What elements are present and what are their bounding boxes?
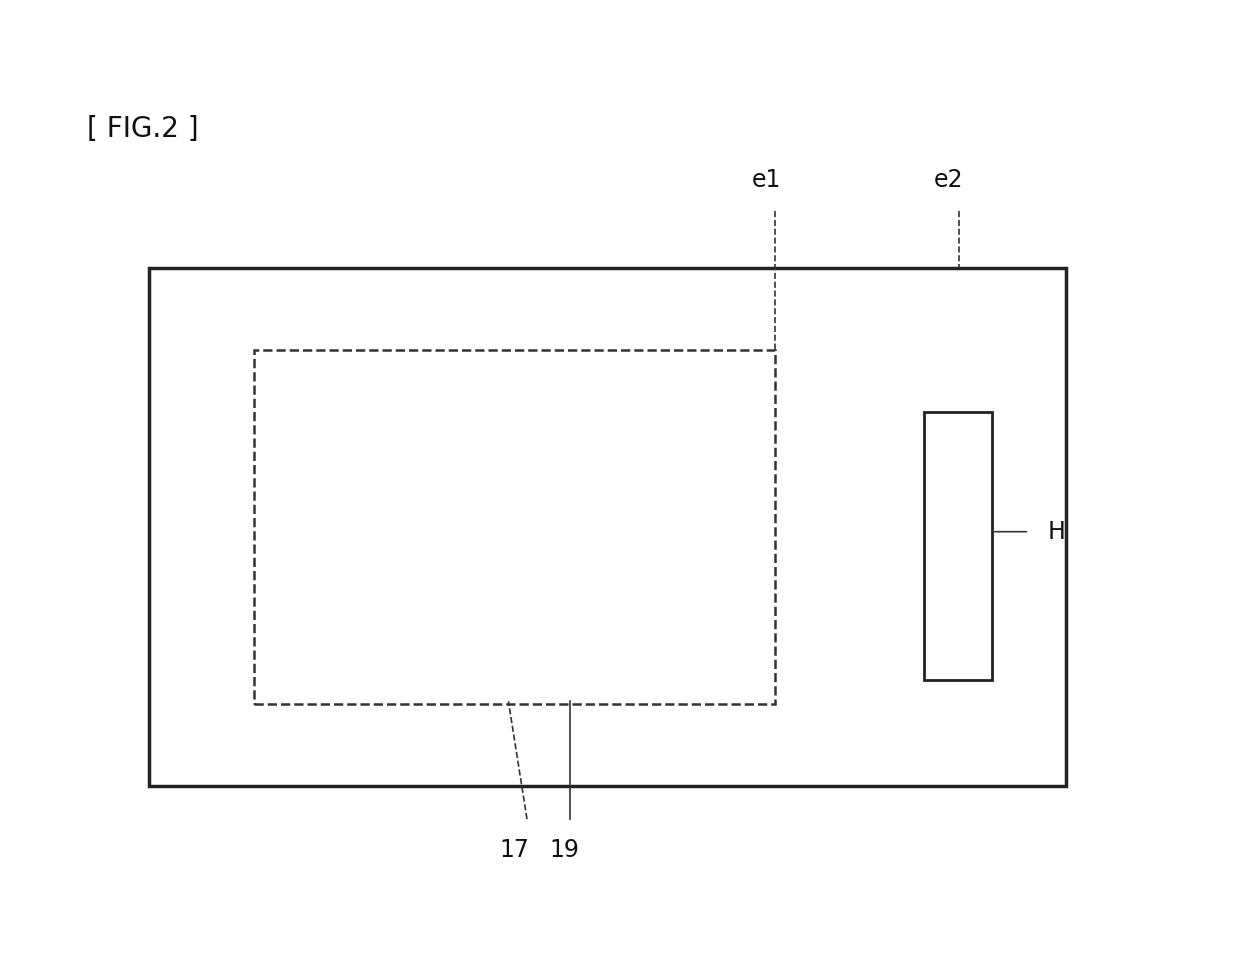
Text: 19: 19 bbox=[549, 838, 579, 862]
Bar bbox=[149, 268, 1066, 786]
Text: e1: e1 bbox=[751, 168, 781, 192]
Bar bbox=[254, 350, 775, 704]
Text: e2: e2 bbox=[934, 168, 963, 192]
Text: [ FIG.2 ]: [ FIG.2 ] bbox=[87, 115, 198, 143]
Bar bbox=[924, 412, 992, 680]
Text: H: H bbox=[1048, 519, 1065, 544]
Text: 17: 17 bbox=[500, 838, 529, 862]
